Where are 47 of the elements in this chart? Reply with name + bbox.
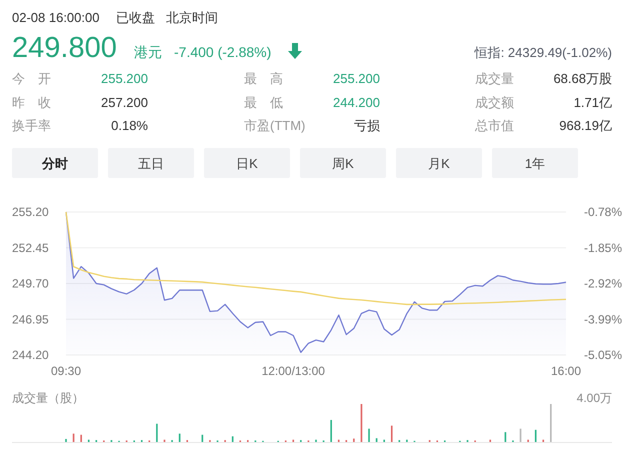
text: 市盈(TTM) (244, 118, 306, 133)
text: 总市值 (474, 118, 514, 133)
y-tick-label: 255.20 (12, 205, 50, 219)
y-axis-title: 成交量（股） (12, 391, 84, 405)
y2-tick-label: -5.05% (584, 348, 622, 362)
x-tick-label: 16:00 (550, 364, 582, 378)
y-tick-label: 249.70 (12, 276, 50, 290)
text: 已收盘 (116, 10, 155, 25)
tab: 分时 (12, 148, 98, 178)
text: 最 低 (244, 95, 283, 110)
x-tick-label: 12:00/13:00 (262, 364, 326, 378)
y2-tick-label: -3.99% (584, 312, 622, 326)
text: 亏损 (354, 118, 380, 133)
tab: 五日 (108, 148, 194, 178)
y-tick-label: 252.45 (12, 240, 50, 255)
text: 4.00万 (576, 391, 612, 405)
tab: 周K (300, 148, 386, 178)
tab: 月K (396, 148, 482, 178)
text: 249.800 (12, 32, 117, 64)
text: 港元 (134, 44, 162, 60)
text: 成交额 (475, 95, 514, 110)
text: 0.18% (111, 118, 148, 133)
text: 最 高 (244, 71, 283, 86)
text: 换手率 (12, 118, 51, 133)
text: 今 开 (12, 71, 51, 86)
text: 成交量 (475, 71, 514, 86)
y2-tick-label: -2.92% (584, 276, 622, 291)
y-tick-label: 246.95 (12, 312, 50, 326)
tab: 1年 (492, 148, 578, 178)
text: 255.200 (333, 71, 380, 86)
text: 北京时间 (166, 10, 218, 25)
text: 恒指: 24329.49(-1.02%) (474, 45, 612, 60)
text: 968.19亿 (559, 118, 612, 133)
tab: 日K (204, 148, 290, 178)
y2-tick-label: -0.78% (584, 205, 622, 219)
line-series (65, 211, 567, 306)
text: 68.68万股 (553, 71, 612, 86)
text: 02-08 16:00:00 (12, 10, 100, 25)
text: 1.71亿 (574, 95, 612, 110)
text: -7.400 (-2.88%) (174, 44, 272, 60)
text: 255.200 (101, 71, 148, 86)
text: 257.200 (101, 95, 148, 110)
x-tick-label: 09:30 (50, 364, 82, 378)
y2-tick-label: -1.85% (584, 240, 622, 255)
y-tick-label: 244.20 (12, 348, 50, 362)
text: 昨 收 (12, 95, 51, 110)
text: 244.200 (333, 95, 380, 110)
